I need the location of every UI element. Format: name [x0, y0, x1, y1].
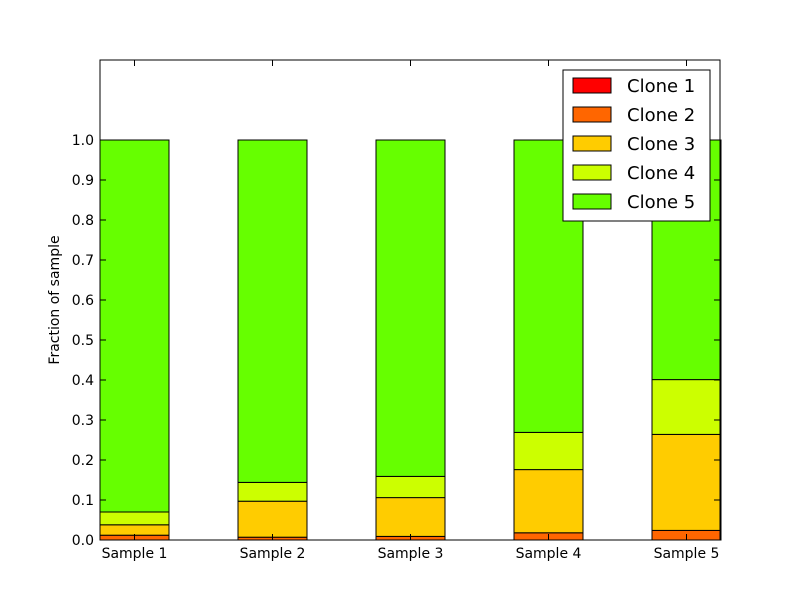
bar-segment-4-3 — [375, 475, 446, 499]
y-tick-label: 0.4 — [72, 373, 94, 389]
x-tick-label: Sample 2 — [240, 546, 306, 562]
legend-swatch — [572, 135, 612, 152]
legend-swatch — [572, 164, 612, 181]
legend-label: Clone 3 — [627, 134, 695, 155]
x-tick-label: Sample 3 — [378, 546, 444, 562]
bar-segment-4-4 — [513, 431, 584, 471]
y-tick-label: 0.7 — [72, 253, 94, 269]
bar-segment-5-1 — [99, 139, 170, 513]
y-tick-label: 0.6 — [72, 293, 94, 309]
x-tick-label: Sample 1 — [102, 546, 168, 562]
bar-segment-4-2 — [237, 481, 308, 502]
bar-segment-3-4 — [513, 469, 584, 534]
y-tick-label: 0.0 — [72, 533, 94, 549]
bar-segment-3-3 — [375, 497, 446, 537]
x-tick-label: Sample 5 — [654, 546, 720, 562]
legend-label: Clone 2 — [627, 105, 695, 126]
bar-segment-5-3 — [375, 139, 446, 477]
legend-swatch — [572, 77, 612, 94]
legend-label: Clone 4 — [627, 163, 695, 184]
bar-segment-3-1 — [99, 524, 170, 536]
bars-layer — [99, 139, 722, 541]
legend-swatch — [572, 193, 612, 210]
bar-segment-3-2 — [237, 500, 308, 538]
bar-segment-4-1 — [99, 511, 170, 526]
y-tick-label: 0.5 — [72, 333, 94, 349]
y-tick-label: 0.9 — [72, 173, 94, 189]
bar-segment-5-2 — [237, 139, 308, 483]
bar-segment-3-5 — [651, 433, 722, 531]
y-tick-label: 0.8 — [72, 213, 94, 229]
legend-label: Clone 1 — [627, 76, 695, 97]
ticks-layer: 0.0 0.1 0.2 0.3 0.4 0.5 0.6 0.7 0.8 0.9 1.0 Sample … — [72, 60, 720, 562]
y-tick-label: 0.1 — [72, 493, 94, 509]
y-axis-label: Fraction of sample — [47, 235, 63, 364]
y-tick-label: 0.2 — [72, 453, 94, 469]
x-tick-label: Sample 4 — [516, 546, 582, 562]
legend: Clone 1 Clone 2 Clone 3 Clone 4 Clone 5 — [562, 69, 711, 222]
legend-label: Clone 5 — [627, 192, 695, 213]
y-tick-label: 1.0 — [72, 133, 94, 149]
y-tick-label: 0.3 — [72, 413, 94, 429]
legend-swatch — [572, 106, 612, 123]
bar-segment-4-5 — [651, 379, 722, 435]
